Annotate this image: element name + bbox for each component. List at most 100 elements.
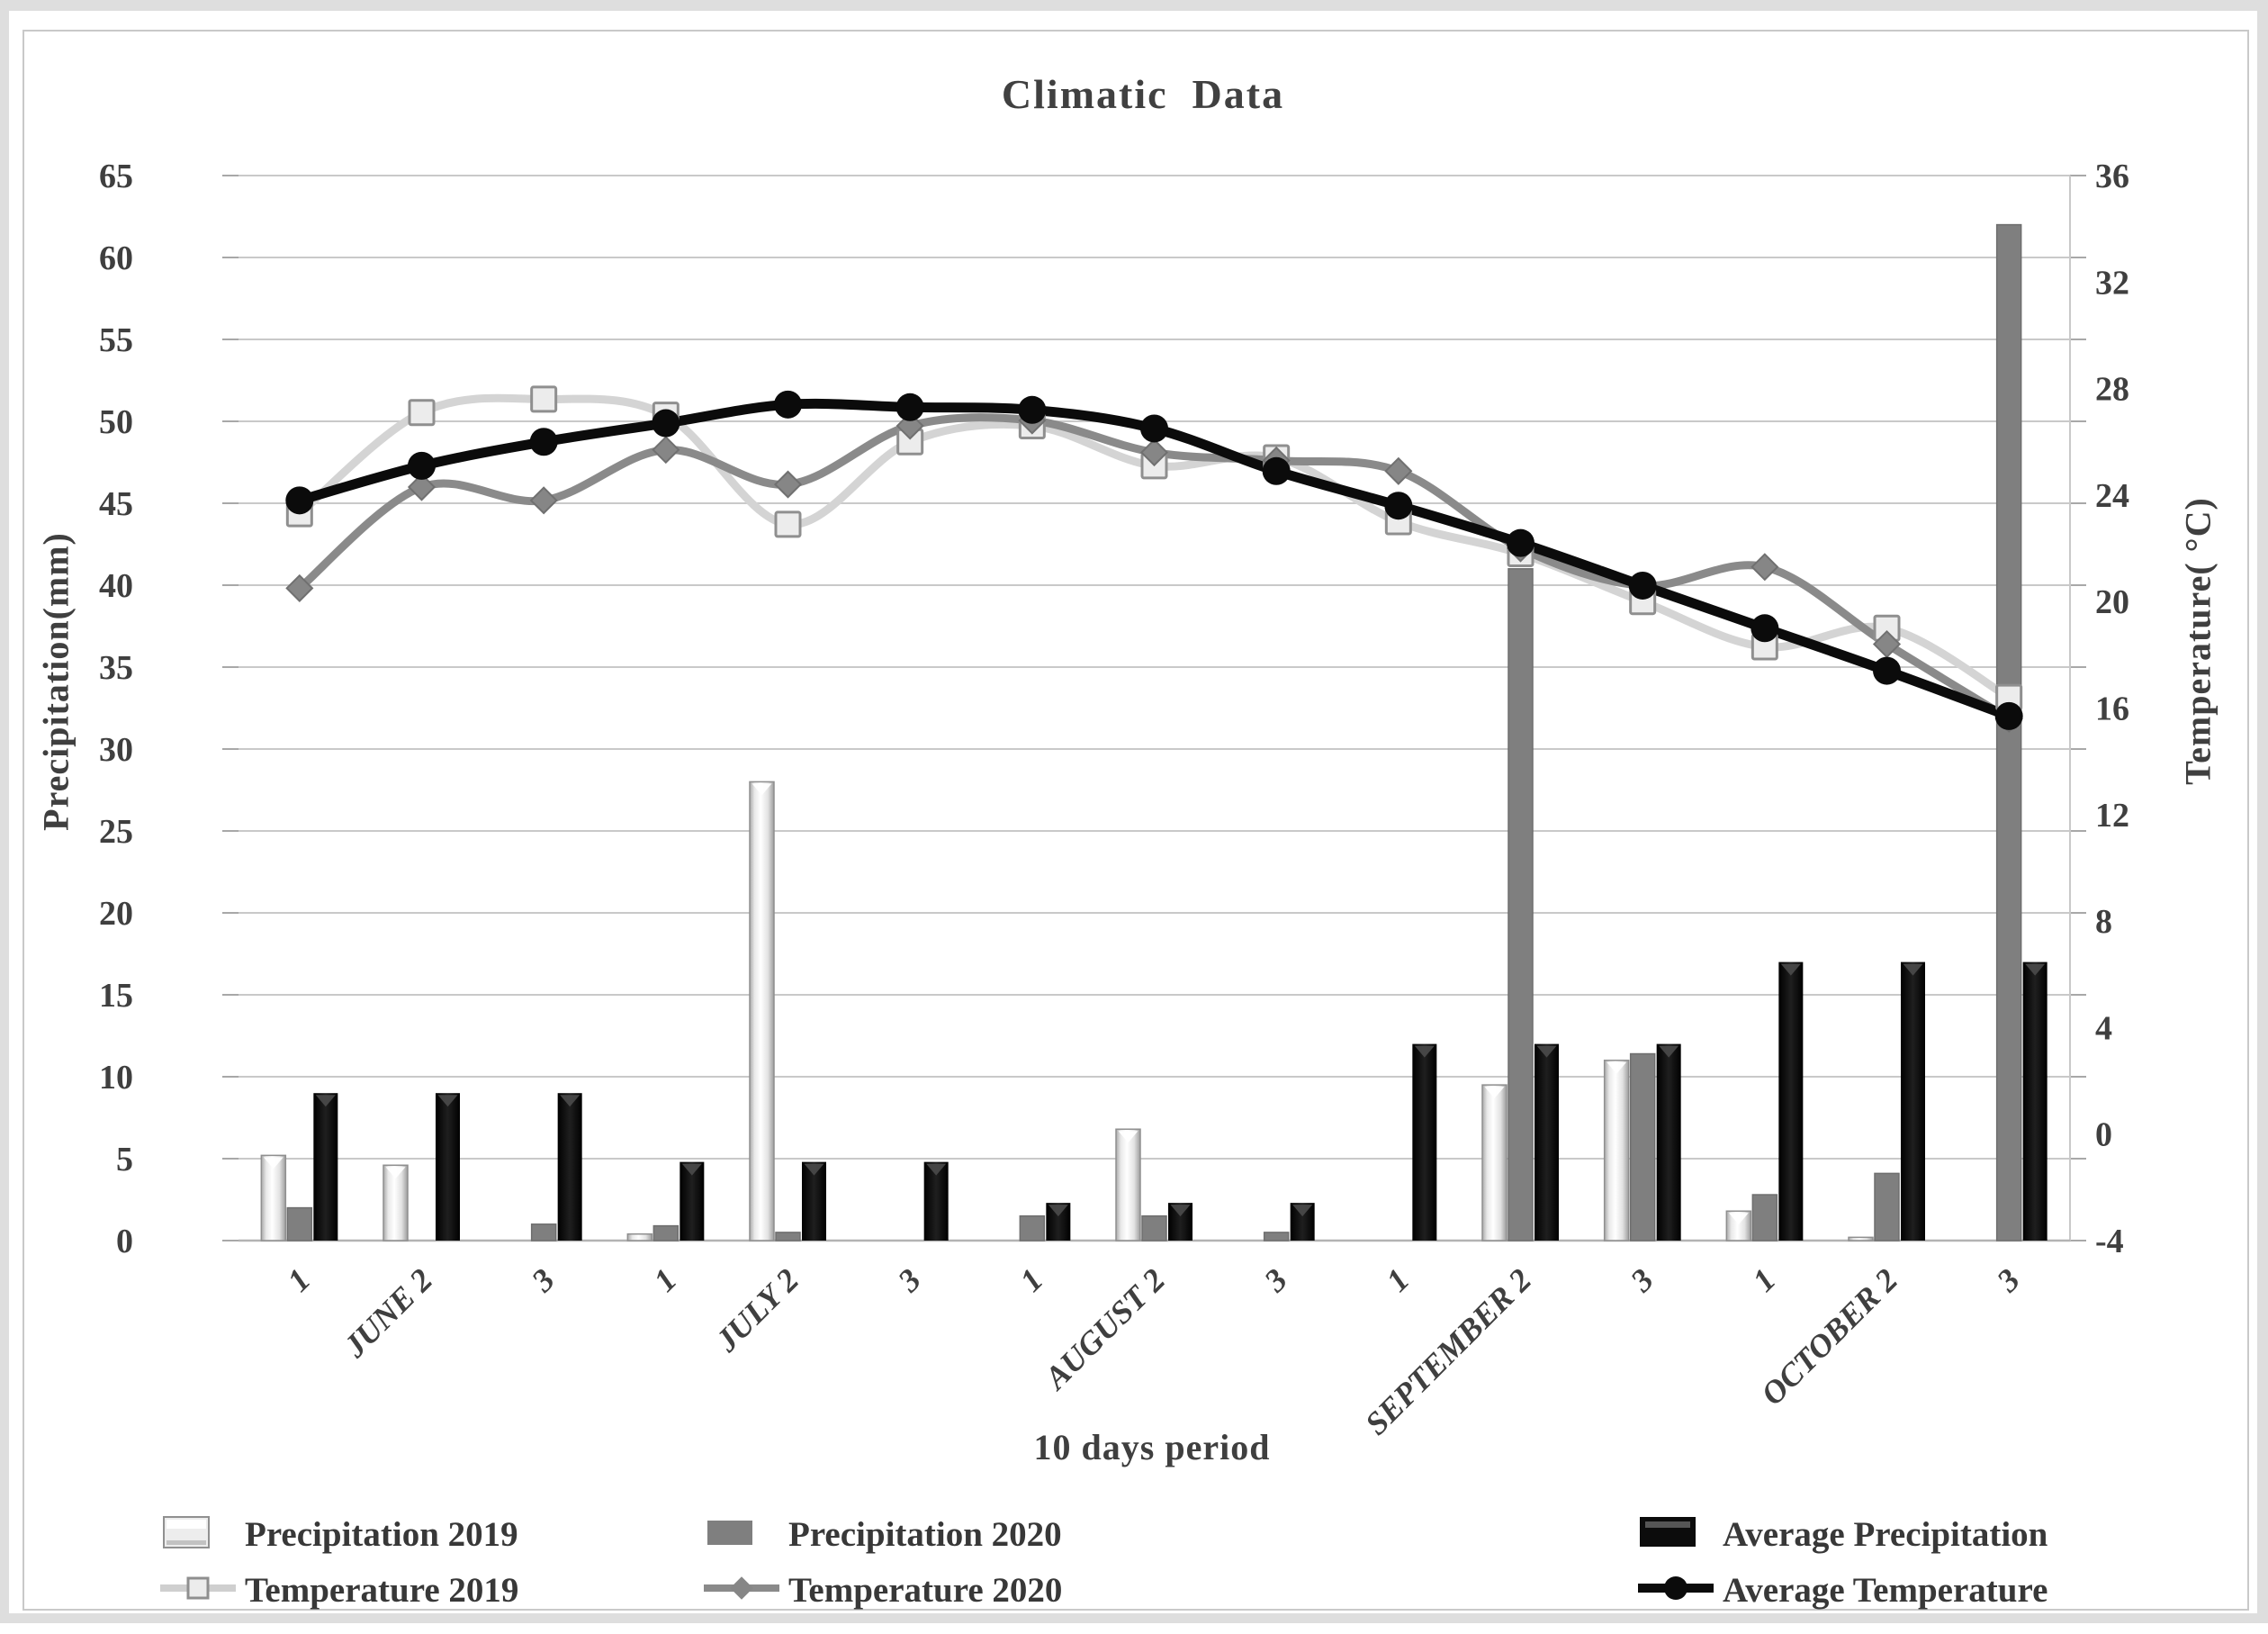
y-left-tick-label: 45	[99, 485, 133, 523]
bar-top-notch	[315, 1095, 336, 1107]
bar-top-notch	[1048, 1205, 1068, 1217]
bar-precip-2020	[1874, 1172, 1900, 1241]
bar-top-notch	[1606, 1061, 1627, 1074]
bar-top-notch	[437, 1095, 458, 1107]
marker-circle-avg-temp	[652, 409, 680, 438]
marker-diamond-temp-2020	[529, 486, 558, 515]
marker-circle-avg-temp	[1994, 701, 2023, 730]
x-axis-tick-label: SEPTEMBER 2	[1358, 1261, 1538, 1441]
x-axis-tick-label: JULY 2	[708, 1261, 806, 1359]
y-left-tick-label: 5	[116, 1141, 133, 1178]
x-axis-tick-label: 3	[524, 1261, 562, 1299]
marker-circle-avg-temp	[285, 486, 314, 515]
marker-circle-avg-temp	[1750, 614, 1779, 643]
marker-diamond-temp-2020	[1384, 456, 1413, 485]
bar-precip-2020	[530, 1223, 557, 1241]
bar-top-notch	[1780, 963, 1801, 976]
bar-precip-2020	[1019, 1214, 1046, 1241]
marker-circle-avg-temp	[896, 393, 924, 421]
marker-circle-avg-temp	[1628, 571, 1657, 600]
bar-precip-2019	[1115, 1128, 1141, 1241]
bar-top-notch	[1292, 1205, 1313, 1217]
x-axis-tick-label: 1	[1012, 1261, 1049, 1298]
x-axis-tick-label: JUNE 2	[337, 1261, 440, 1365]
bar-precip-2019	[1603, 1060, 1630, 1241]
marker-circle-avg-temp	[1018, 395, 1047, 424]
bar-top-notch	[1728, 1213, 1749, 1225]
bar-precip-2020	[286, 1206, 313, 1241]
y-left-tick-label: 35	[99, 649, 133, 687]
marker-circle-avg-temp	[1262, 456, 1291, 485]
bar-avg-precip	[2022, 961, 2048, 1241]
y-left-tick-label: 15	[99, 977, 133, 1015]
x-axis-title: 10 days period	[1033, 1427, 1271, 1467]
bar-top-notch	[1484, 1087, 1505, 1099]
bar-precip-2019	[1848, 1236, 1874, 1241]
y-right-tick-label: 20	[2095, 583, 2129, 621]
chart-canvas: 65 60 55 50 45 40 35 30 25 20 15 10 5 0 36 32 28 24 20 16 12…	[9, 11, 2257, 1613]
y-left-tick-label: 20	[99, 895, 133, 933]
y-right-tick-label: 12	[2095, 797, 2129, 835]
bar-precip-2020	[1263, 1232, 1290, 1241]
y-right-tick-label: 28	[2095, 371, 2129, 409]
bar-precip-2020	[1751, 1194, 1778, 1241]
marker-circle-avg-temp	[1873, 656, 1901, 685]
y-right-tick-label: 0	[2095, 1116, 2112, 1154]
x-axis-tick-label: 3	[1256, 1261, 1294, 1299]
x-axis-tick-label: 3	[890, 1261, 928, 1299]
y-left-tick-label: 10	[99, 1059, 133, 1097]
bar-precip-2019	[749, 781, 775, 1241]
bar-precip-2019	[260, 1154, 287, 1241]
bar-top-notch	[926, 1163, 947, 1176]
bar-top-notch	[560, 1095, 580, 1107]
y-left-tick-label: 25	[99, 813, 133, 851]
marker-circle-avg-temp	[774, 390, 802, 419]
y-right-tick-label: 24	[2095, 477, 2129, 515]
bar-avg-precip	[1412, 1043, 1437, 1241]
chart-frame-border	[22, 30, 2249, 1611]
bar-top-notch	[752, 783, 772, 796]
bar-avg-precip	[557, 1093, 582, 1241]
marker-circle-avg-temp	[1507, 528, 1534, 557]
marker-square-temp-2019	[774, 510, 802, 538]
bar-avg-precip	[1534, 1043, 1559, 1241]
y-right-tick-label: 32	[2095, 264, 2129, 302]
bar-avg-precip	[1656, 1043, 1681, 1241]
marker-diamond-temp-2020	[773, 470, 803, 499]
bar-top-notch	[385, 1167, 406, 1179]
bar-top-notch	[1903, 963, 1923, 976]
bar-top-notch	[1118, 1131, 1138, 1143]
marker-diamond-temp-2020	[285, 573, 314, 602]
bar-precip-2019	[626, 1232, 653, 1241]
bar-top-notch	[263, 1157, 284, 1169]
y-left-tick-label: 40	[99, 567, 133, 605]
bar-precip-2020	[1508, 568, 1534, 1241]
y-right-tick-label: 36	[2095, 158, 2129, 195]
plot-area: 6560555045403530252015105036322824201612…	[99, 158, 2129, 1442]
x-axis-tick-label: 3	[1623, 1261, 1660, 1299]
bar-precip-2020	[652, 1224, 680, 1241]
x-axis-tick-label: 1	[1379, 1261, 1416, 1298]
marker-square-temp-2019	[408, 399, 436, 427]
x-axis-tick-label: 3	[1989, 1261, 2027, 1299]
bar-precip-2019	[1481, 1084, 1508, 1241]
marker-circle-avg-temp	[529, 428, 558, 456]
marker-diamond-temp-2020	[1139, 438, 1169, 467]
y-right-tick-label: 4	[2095, 1009, 2112, 1047]
bar-avg-precip	[1901, 961, 1925, 1241]
bar-avg-precip	[1778, 961, 1804, 1241]
bar-top-notch	[1659, 1045, 1679, 1058]
y-left-tick-label: 50	[99, 403, 133, 441]
bar-avg-precip	[313, 1093, 338, 1241]
bar-top-notch	[1170, 1205, 1191, 1217]
x-axis-tick-label: 1	[646, 1261, 683, 1298]
y-left-tick-label: 0	[116, 1223, 133, 1260]
marker-circle-avg-temp	[1140, 414, 1168, 443]
x-axis-tick-label: AUGUST 2	[1037, 1261, 1173, 1397]
x-axis-tick-label: 1	[280, 1261, 317, 1298]
bar-top-notch	[804, 1163, 824, 1176]
x-axis-tick-label: 1	[1745, 1261, 1782, 1298]
marker-diamond-temp-2020	[1872, 629, 1902, 659]
left-axis-title: Precipitation(mm)	[35, 532, 76, 831]
